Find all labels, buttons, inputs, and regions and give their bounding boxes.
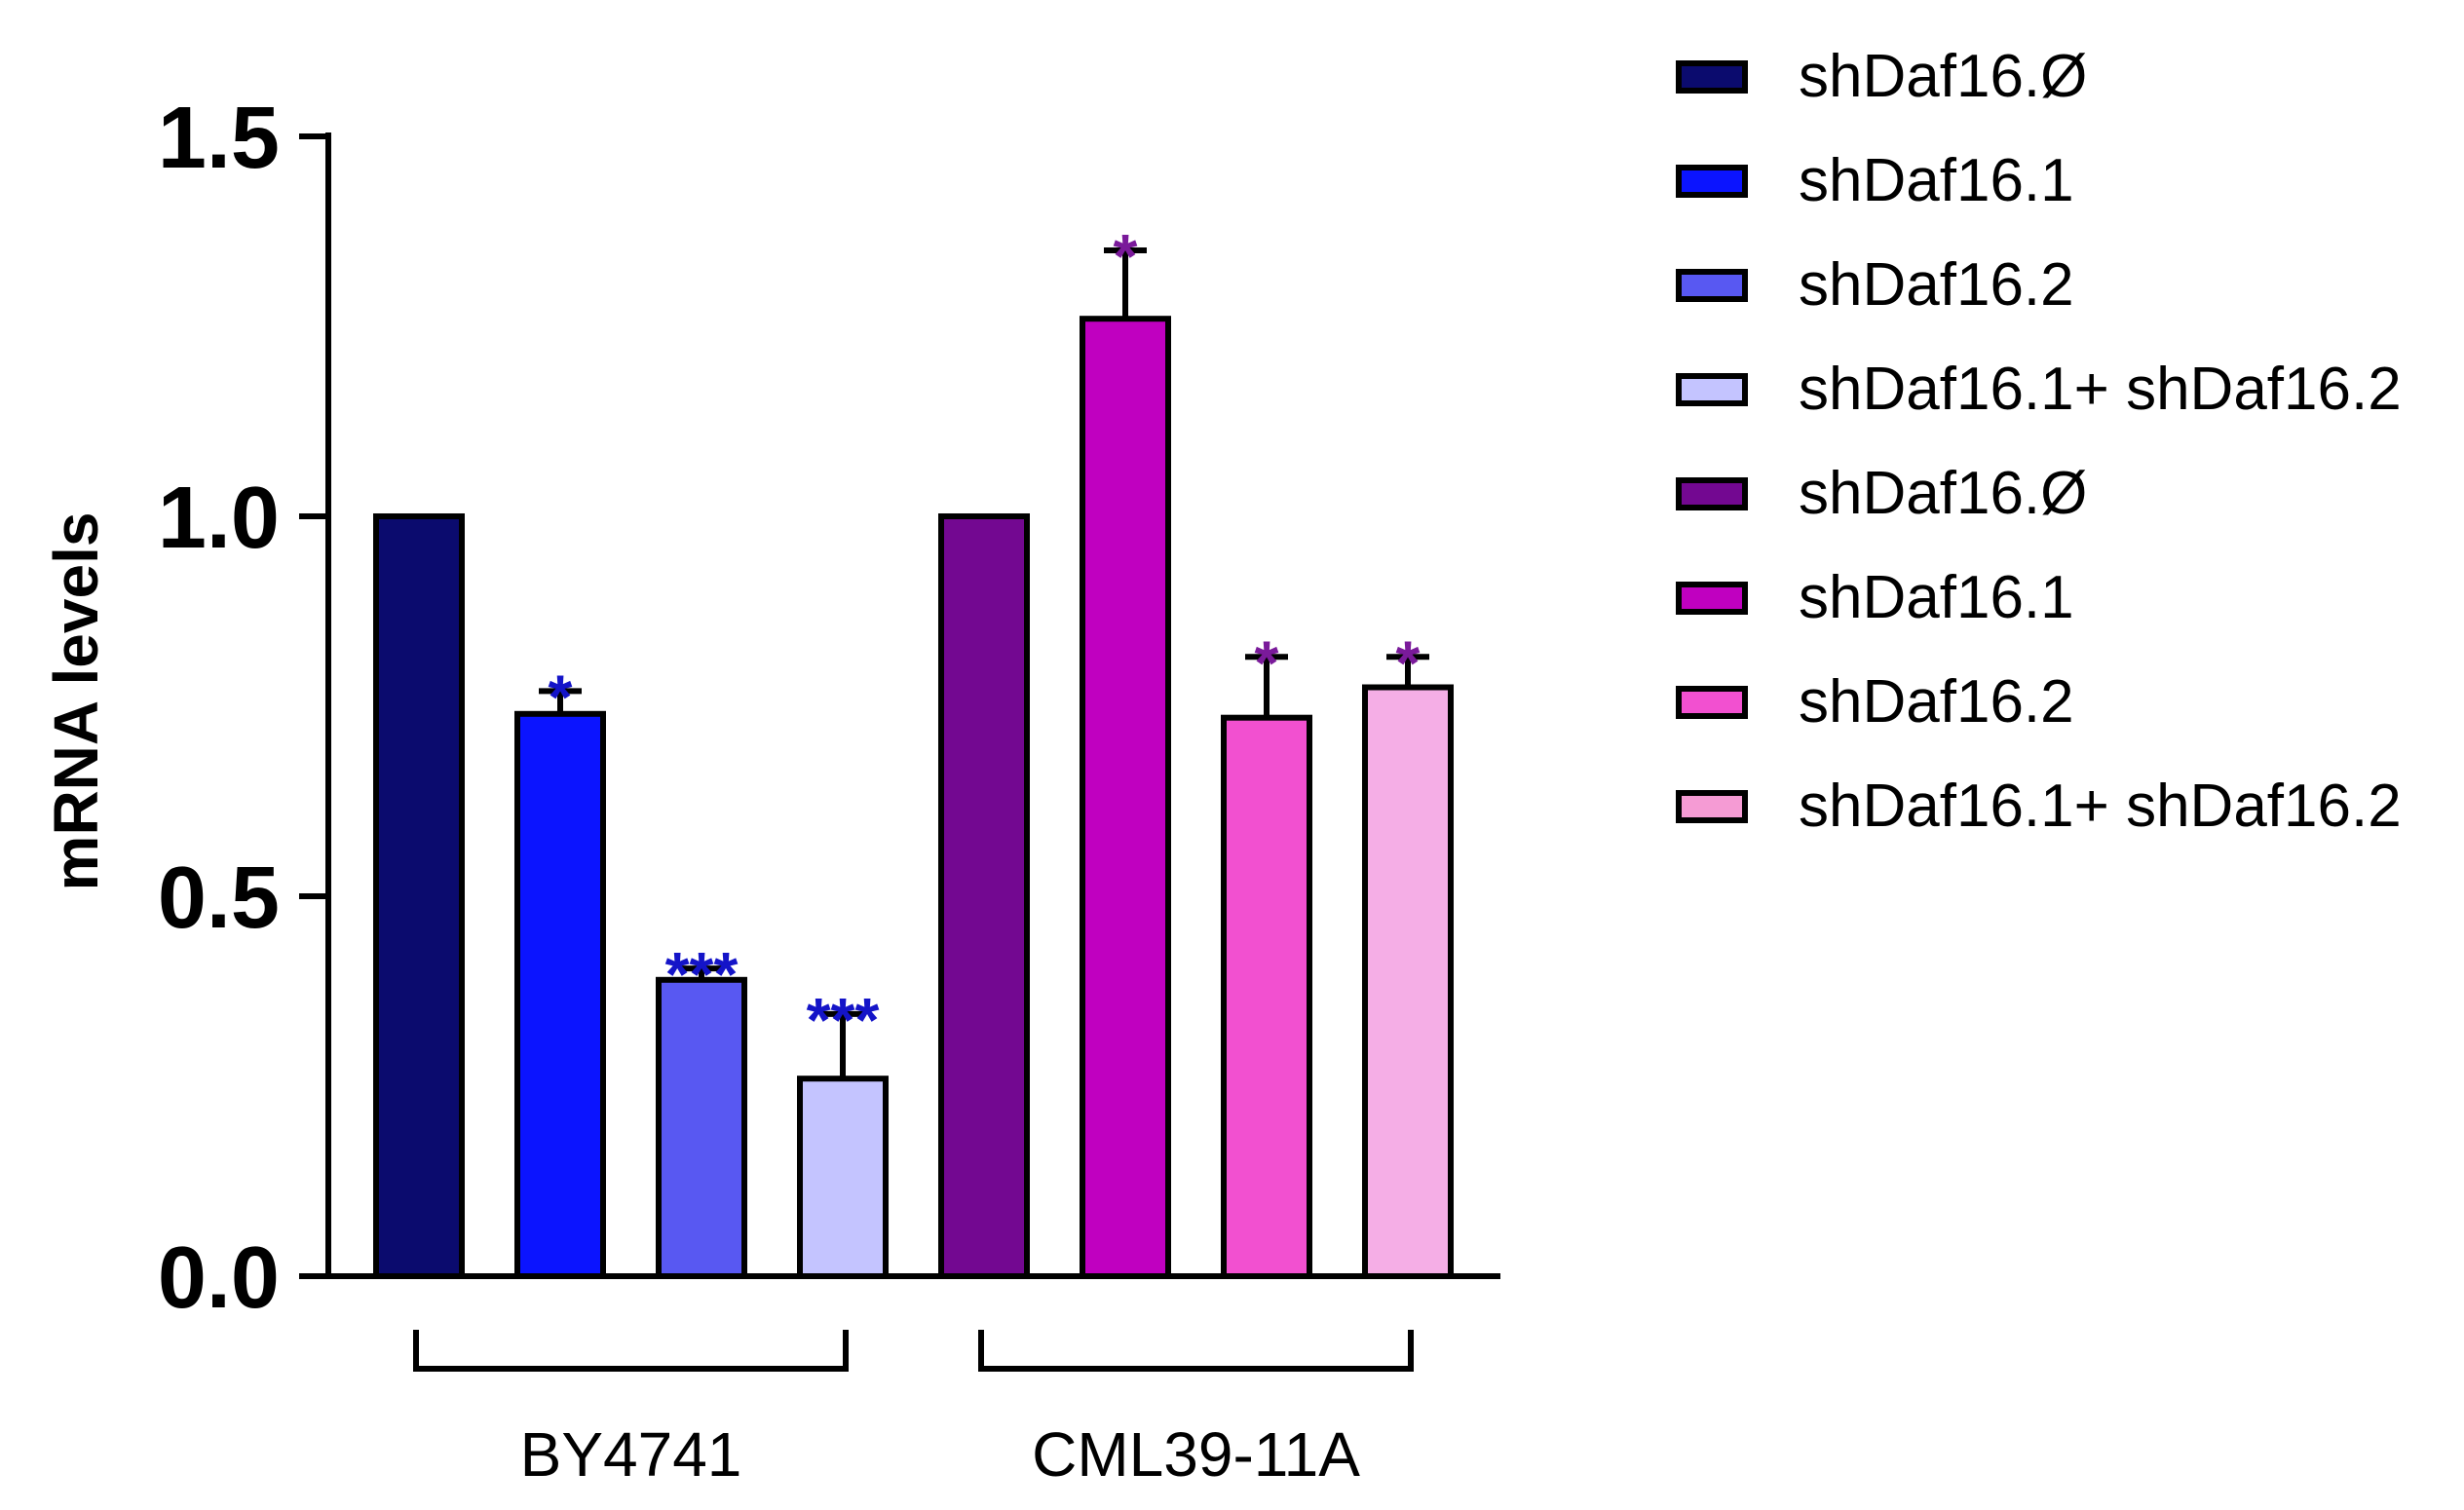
group-bracket bbox=[978, 1330, 1414, 1372]
legend-label: shDaf16.1+ shDaf16.2 bbox=[1799, 356, 2402, 423]
bar bbox=[1362, 684, 1454, 1279]
legend-label: shDaf16.Ø bbox=[1799, 460, 2088, 527]
legend-item: shDaf16.Ø bbox=[1676, 441, 2402, 546]
y-axis-label: mRNA levels bbox=[41, 512, 111, 891]
legend-label: shDaf16.1 bbox=[1799, 147, 2074, 214]
bar bbox=[656, 976, 747, 1279]
legend-label: shDaf16.2 bbox=[1799, 251, 2074, 319]
y-tick-label: 1.0 bbox=[158, 470, 280, 567]
significance-label: *** bbox=[807, 985, 880, 1055]
legend: shDaf16.Ø shDaf16.1 shDaf16.2 shDaf16.1+ sh… bbox=[1676, 24, 2402, 858]
significance-label: *** bbox=[665, 939, 739, 1009]
bar bbox=[938, 513, 1030, 1279]
bar bbox=[1080, 316, 1171, 1279]
group-label: CML39-11A bbox=[1032, 1419, 1360, 1490]
annotations: ********* * bbox=[539, 221, 1429, 1079]
legend-swatch bbox=[1676, 789, 1748, 823]
legend-swatch bbox=[1676, 372, 1748, 406]
legend-item: shDaf16.1 bbox=[1676, 129, 2402, 233]
bar bbox=[1221, 714, 1312, 1279]
legend-swatch bbox=[1676, 581, 1748, 615]
legend-item: shDaf16.Ø bbox=[1676, 24, 2402, 129]
group-label: BY4741 bbox=[520, 1419, 742, 1490]
legend-item: shDaf16.1+ shDaf16.2 bbox=[1676, 337, 2402, 441]
legend-item: shDaf16.1+ shDaf16.2 bbox=[1676, 754, 2402, 858]
legend-swatch bbox=[1676, 164, 1748, 198]
legend-label: shDaf16.1+ shDaf16.2 bbox=[1799, 773, 2402, 840]
legend-label: shDaf16.2 bbox=[1799, 668, 2074, 736]
group-brackets: BY4741 CML39-11A bbox=[413, 1330, 1414, 1490]
y-tick-label: 0.0 bbox=[158, 1229, 280, 1327]
bar bbox=[797, 1076, 889, 1279]
legend-swatch bbox=[1676, 685, 1748, 719]
y-tick-label: 1.5 bbox=[158, 90, 280, 187]
legend-item: shDaf16.2 bbox=[1676, 650, 2402, 754]
y-tick-label: 0.5 bbox=[158, 849, 280, 947]
legend-item: shDaf16.1 bbox=[1676, 546, 2402, 650]
bar bbox=[514, 710, 606, 1279]
legend-swatch bbox=[1676, 476, 1748, 510]
legend-label: shDaf16.Ø bbox=[1799, 43, 2088, 110]
group-bracket bbox=[413, 1330, 849, 1372]
significance-label: * bbox=[1114, 221, 1138, 291]
legend-swatch bbox=[1676, 59, 1748, 94]
significance-label: * bbox=[1396, 627, 1421, 698]
legend-label: shDaf16.1 bbox=[1799, 564, 2074, 631]
y-axis: 0.0 0.5 1.0 1.5 bbox=[158, 90, 331, 1327]
bars bbox=[373, 316, 1454, 1279]
significance-label: * bbox=[549, 661, 573, 732]
bar bbox=[373, 513, 465, 1279]
significance-label: * bbox=[1255, 627, 1279, 698]
legend-swatch bbox=[1676, 268, 1748, 302]
legend-item: shDaf16.2 bbox=[1676, 233, 2402, 337]
